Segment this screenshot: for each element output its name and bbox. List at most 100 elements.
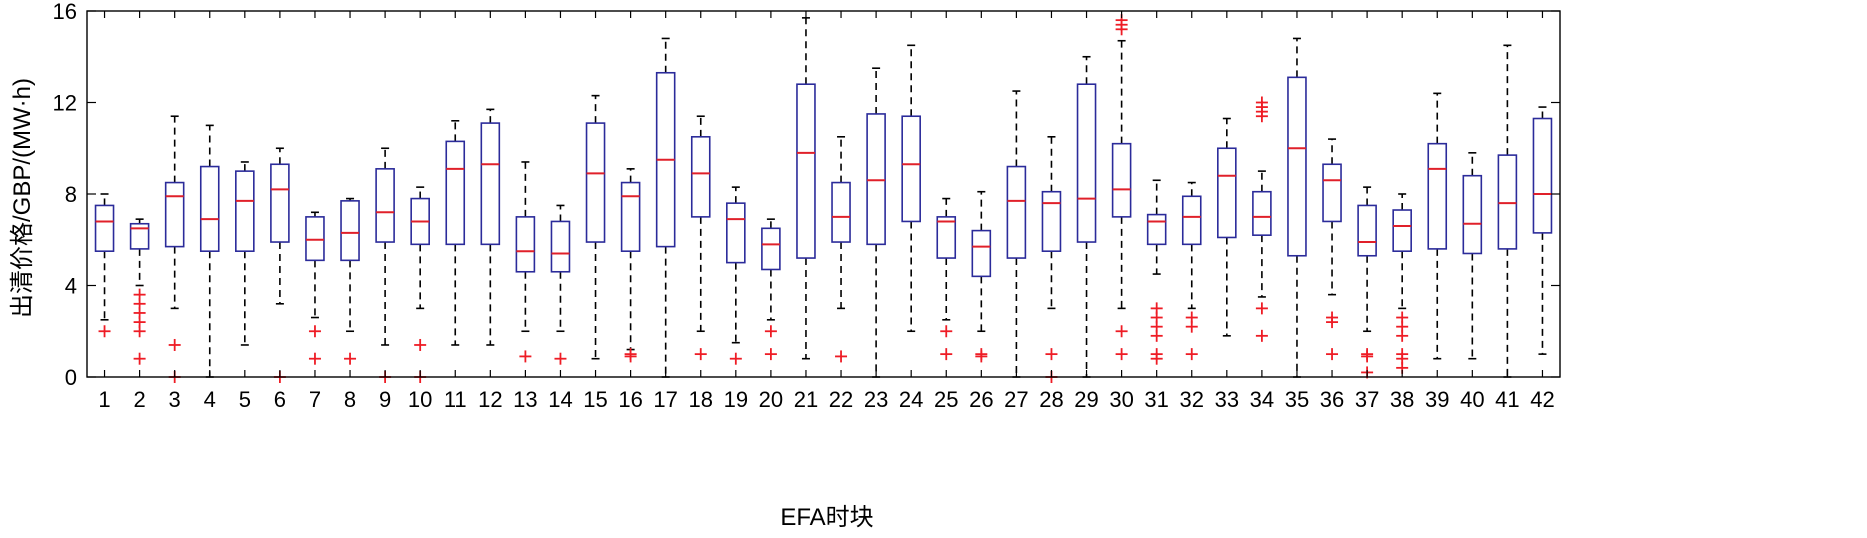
box [1181, 195, 1202, 246]
outlier-marker [694, 348, 707, 361]
outlier-marker [624, 350, 637, 363]
box-group [480, 108, 501, 346]
outlier-marker [1255, 302, 1268, 315]
box [1427, 142, 1448, 250]
box-group [270, 147, 290, 383]
x-tick-label: 40 [1460, 387, 1484, 412]
box [1532, 117, 1553, 234]
box [480, 122, 501, 246]
box [164, 181, 185, 248]
x-tick-label: 29 [1074, 387, 1098, 412]
x-tick-label: 17 [653, 387, 677, 412]
box [1217, 147, 1237, 239]
box [726, 202, 746, 264]
box [1076, 83, 1097, 243]
box [1041, 190, 1062, 252]
x-tick-label: 20 [759, 387, 783, 412]
outlier-marker [1326, 316, 1339, 329]
box-group [866, 67, 886, 378]
box-group [515, 161, 536, 363]
box [620, 181, 641, 252]
outlier-marker [940, 348, 953, 361]
x-tick-label: 21 [794, 387, 818, 412]
box-group [655, 37, 676, 378]
outlier-marker [1255, 110, 1268, 123]
box-group [1181, 181, 1202, 361]
outlier-marker [940, 325, 953, 338]
outlier-marker [764, 325, 777, 338]
x-tick-label: 38 [1390, 387, 1414, 412]
box-group [550, 204, 571, 365]
x-tick-label: 24 [899, 387, 923, 412]
x-tick-label: 27 [1004, 387, 1028, 412]
y-axis-label: 出清价格/GBP/(MW·h) [9, 78, 36, 318]
plot-frame [86, 10, 1561, 378]
x-tick-label: 8 [344, 387, 356, 412]
box [1497, 154, 1518, 250]
y-tick-label: 8 [65, 182, 77, 207]
box [235, 170, 255, 252]
x-tick-label: 18 [689, 387, 713, 412]
outlier-marker [975, 350, 988, 363]
box-group [1111, 14, 1132, 361]
outlier-marker [168, 338, 181, 351]
box [1322, 163, 1342, 223]
outlier-marker [729, 352, 742, 365]
box [1252, 190, 1272, 236]
x-tick-label: 1 [98, 387, 110, 412]
box [936, 216, 957, 259]
box-group [971, 190, 992, 363]
outlier-marker [1361, 350, 1374, 363]
x-tick-label: 15 [583, 387, 607, 412]
box [901, 115, 921, 223]
box-group [1041, 136, 1062, 383]
outlier-marker [1185, 320, 1198, 333]
x-tick-label: 28 [1039, 387, 1063, 412]
x-tick-label: 14 [548, 387, 572, 412]
box-group [620, 168, 641, 363]
outlier-marker [1115, 348, 1128, 361]
box-group [1322, 138, 1342, 361]
outlier-marker [414, 338, 427, 351]
x-tick-label: 7 [309, 387, 321, 412]
box [550, 220, 571, 273]
outlier-marker [133, 352, 146, 365]
box-group [761, 218, 781, 361]
box-group [1287, 37, 1307, 378]
outlier-marker [1185, 348, 1198, 361]
box [1287, 76, 1307, 257]
box-group [726, 186, 746, 365]
box-group [1357, 186, 1377, 379]
box-group [375, 147, 395, 383]
x-tick-label: 11 [444, 387, 467, 412]
box [1357, 204, 1377, 257]
box-group [305, 211, 325, 365]
box-group [129, 218, 150, 365]
outlier-marker [1150, 329, 1163, 342]
y-tick-label: 16 [53, 0, 77, 24]
x-tick-label: 9 [379, 387, 391, 412]
outlier-marker [835, 350, 848, 363]
box-group [1497, 44, 1518, 378]
outlier-marker [1255, 329, 1268, 342]
box [270, 163, 290, 243]
box-group [164, 115, 185, 383]
x-tick-label: 22 [829, 387, 853, 412]
outlier-marker [1326, 348, 1339, 361]
x-tick-label: 42 [1530, 387, 1554, 412]
x-tick-label: 4 [204, 387, 216, 412]
outlier-marker [554, 352, 567, 365]
x-tick-label: 34 [1250, 387, 1274, 412]
box [585, 122, 606, 243]
box-group [1146, 179, 1167, 365]
box [340, 200, 360, 262]
x-tick-label: 10 [408, 387, 432, 412]
x-tick-label: 16 [618, 387, 642, 412]
outlier-marker [519, 350, 532, 363]
box [1146, 213, 1167, 246]
outlier-marker [308, 325, 321, 338]
box [129, 222, 150, 250]
